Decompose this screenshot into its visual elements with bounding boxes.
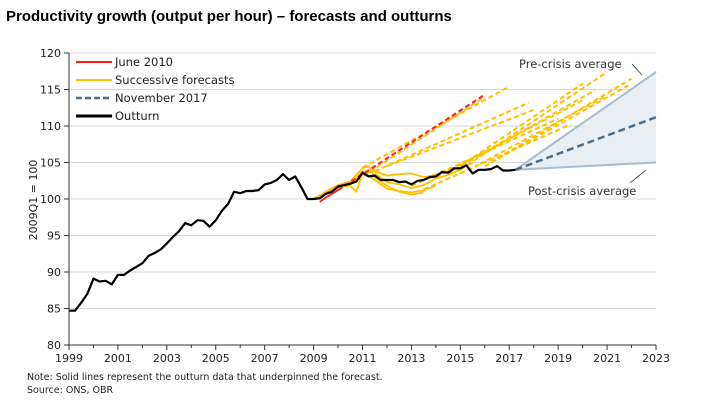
post-crisis-average-line bbox=[515, 161, 657, 171]
legend: June 2010 Successive forecasts November … bbox=[76, 55, 235, 123]
x-tick-label: 1999 bbox=[55, 352, 83, 365]
successive-forecast-line bbox=[479, 94, 608, 165]
successive-forecast-line bbox=[490, 77, 633, 164]
successive-forecast-line bbox=[435, 99, 584, 178]
x-tick-label: 2011 bbox=[349, 352, 377, 365]
y-tick-label: 120 bbox=[40, 47, 61, 60]
x-tick-label: 2017 bbox=[495, 352, 523, 365]
legend-label-successive: Successive forecasts bbox=[115, 73, 235, 87]
annotation-pre-crisis: Pre-crisis average bbox=[519, 57, 622, 71]
y-axis-label: 2009Q1 = 100 bbox=[27, 160, 40, 241]
x-tick-label: 2023 bbox=[642, 352, 670, 365]
successive-forecast-line bbox=[447, 89, 596, 175]
successive-forecast-line bbox=[459, 71, 608, 171]
x-tick-label: 2013 bbox=[397, 352, 425, 365]
annotation-pre-crisis-leader bbox=[631, 63, 643, 76]
y-tick-label: 85 bbox=[47, 303, 61, 316]
chart-title: Productivity growth (output per hour) – … bbox=[6, 8, 452, 25]
chart-source: Source: ONS, OBR bbox=[27, 385, 113, 396]
gridlines bbox=[69, 52, 656, 309]
y-tick-label: 105 bbox=[40, 157, 61, 170]
x-axis-ticks: 1999 2001 2003 2005 2007 2009 2011 2013 2015 2017… bbox=[55, 345, 670, 365]
successive-forecast-line bbox=[374, 101, 530, 173]
y-tick-label: 80 bbox=[47, 339, 61, 352]
chart-note: Note: Solid lines represent the outturn … bbox=[27, 372, 383, 383]
x-tick-label: 2001 bbox=[104, 352, 132, 365]
successive-forecast-line bbox=[349, 95, 486, 186]
y-tick-label: 110 bbox=[40, 120, 61, 133]
axes bbox=[68, 53, 656, 346]
june-2010-outturn-line bbox=[319, 189, 339, 203]
y-axis-ticks: 80 85 90 95 100 105 110 115 120 bbox=[40, 47, 69, 352]
x-tick-label: 2019 bbox=[544, 352, 572, 365]
successive-forecast-line bbox=[459, 82, 584, 167]
y-tick-label: 115 bbox=[40, 84, 61, 97]
series-layer bbox=[69, 71, 657, 312]
y-tick-label: 95 bbox=[47, 230, 61, 243]
legend-label-june-2010: June 2010 bbox=[114, 55, 173, 69]
successive-forecast-line bbox=[423, 123, 571, 191]
annotation-post-crisis-leader bbox=[629, 169, 647, 184]
x-tick-label: 2007 bbox=[251, 352, 279, 365]
legend-label-outturn: Outturn bbox=[115, 109, 159, 123]
november-2017-forecast-line bbox=[514, 116, 657, 171]
x-tick-label: 2015 bbox=[446, 352, 474, 365]
legend-label-nov-2017: November 2017 bbox=[115, 91, 208, 105]
successive-forecast-line bbox=[386, 108, 535, 168]
june-2010-forecast-line bbox=[337, 93, 486, 192]
x-tick-label: 2009 bbox=[300, 352, 328, 365]
x-tick-label: 2005 bbox=[202, 352, 230, 365]
y-tick-label: 100 bbox=[40, 193, 61, 206]
annotation-post-crisis: Post-crisis average bbox=[528, 184, 636, 198]
outturn-line bbox=[69, 164, 516, 312]
x-tick-label: 2021 bbox=[593, 352, 621, 365]
pre-crisis-average-line bbox=[514, 71, 657, 171]
y-tick-label: 90 bbox=[47, 266, 61, 279]
x-tick-label: 2003 bbox=[153, 352, 181, 365]
vintage-outturn-line bbox=[374, 168, 461, 190]
